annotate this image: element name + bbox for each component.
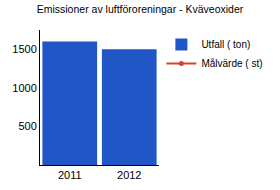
svg-text:1500: 1500	[12, 43, 36, 55]
svg-text:Målvärde ( st): Målvärde ( st)	[201, 58, 262, 69]
svg-text:2011: 2011	[58, 169, 82, 181]
svg-text:1000: 1000	[12, 82, 36, 94]
svg-text:2012: 2012	[117, 169, 141, 181]
svg-text:500: 500	[18, 120, 36, 132]
svg-text:Utfall ( ton): Utfall ( ton)	[201, 39, 250, 50]
svg-text:Emissioner av luftföroreningar: Emissioner av luftföroreningar - Kväveox…	[37, 3, 244, 15]
